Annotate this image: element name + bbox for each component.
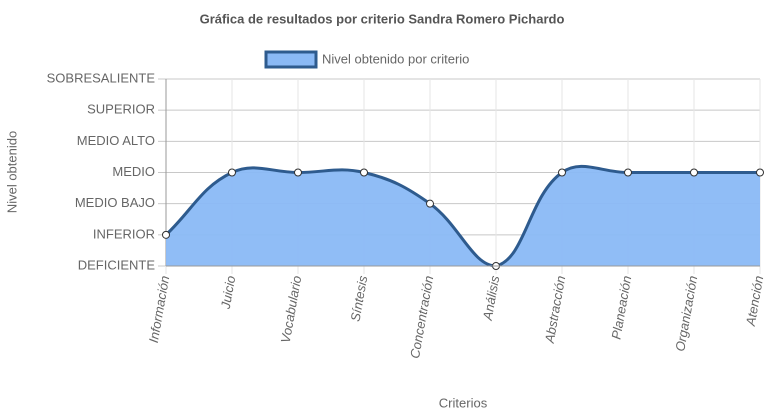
legend-label[interactable]: Nivel obtenido por criterio [322,51,469,66]
x-tick-label: Atención [743,275,764,328]
point[interactable] [690,168,698,177]
x-tick-label: Concentración [407,275,436,360]
x-tick-label: Planeación [608,275,634,341]
point[interactable] [756,168,764,177]
area [166,166,760,266]
x-tick-label: Juicio [218,275,239,311]
y-tick-label: SUPERIOR [87,102,155,117]
y-tick-label: MEDIO BAJO [75,195,155,210]
y-axis-title: Nivel obtenido [4,131,19,213]
point[interactable] [426,199,434,208]
x-tick-label: Vocabulario [278,275,305,345]
chart-title: Gráfica de resultados por criterio Sandr… [200,11,565,26]
x-tick-label: Abstracción [542,275,569,345]
point[interactable] [294,168,302,177]
legend-swatch[interactable] [264,50,318,69]
x-axis-title: Criterios [439,395,488,410]
point[interactable] [360,168,368,177]
y-tick-label: DEFICIENTE [78,257,156,272]
point[interactable] [558,168,566,177]
point[interactable] [162,230,170,239]
line [164,164,760,268]
y-tick-label: MEDIO ALTO [77,133,155,148]
y-tick-label: SOBRESALIENTE [47,70,156,85]
x-tick-label: Información [146,275,173,344]
x-tick-label: Organización [672,275,700,353]
point[interactable] [624,168,632,177]
x-tick-label: Análisis [480,274,503,322]
y-tick-label: INFERIOR [93,226,155,241]
x-tick-label: Síntesis [348,274,371,323]
y-tick-label: MEDIO [112,164,155,179]
point[interactable] [228,168,236,177]
